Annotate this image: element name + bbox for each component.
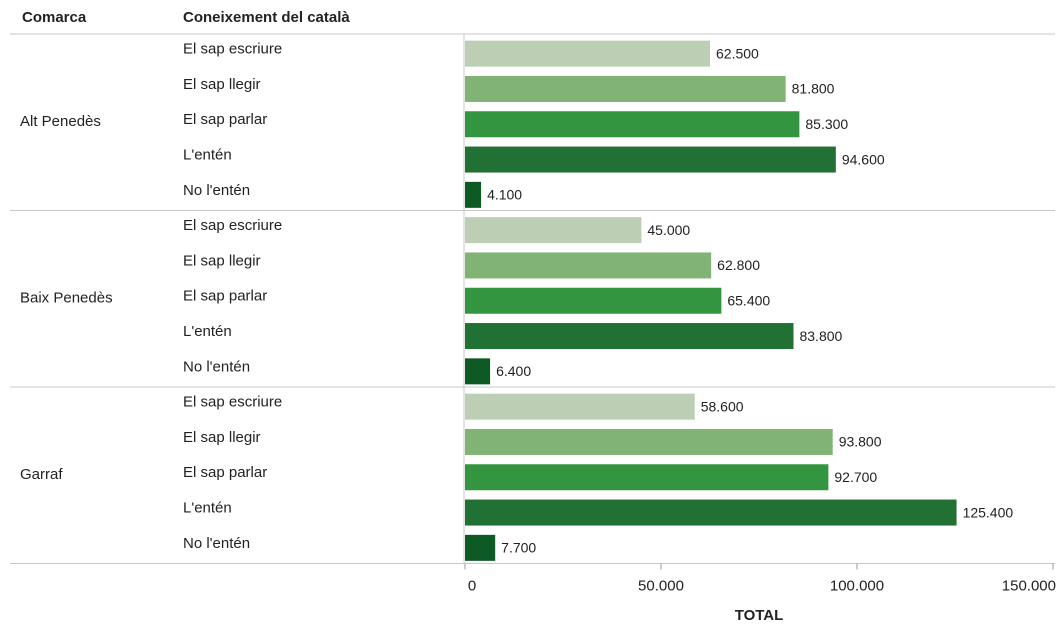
bar: [465, 393, 695, 420]
value-label: 65.400: [727, 292, 770, 308]
x-tick-label: 0: [468, 577, 476, 594]
x-axis-title: TOTAL: [735, 607, 784, 624]
bar: [465, 534, 496, 561]
category-label: El sap llegir: [183, 429, 261, 446]
bar: [465, 217, 642, 244]
value-label: 125.400: [963, 504, 1014, 520]
category-label: No l'entén: [183, 535, 250, 552]
category-label: El sap parlar: [183, 111, 267, 128]
value-label: 85.300: [805, 116, 848, 132]
category-label: El sap escriure: [183, 41, 282, 58]
value-label: 4.100: [487, 187, 522, 203]
value-label: 81.800: [792, 81, 835, 97]
category-label: El sap llegir: [183, 76, 261, 93]
value-label: 92.700: [834, 469, 877, 485]
bar: [465, 252, 712, 279]
bar: [465, 146, 836, 173]
category-label: El sap parlar: [183, 288, 267, 305]
value-label: 6.400: [496, 363, 531, 379]
category-label: L'entén: [183, 147, 232, 164]
category-label: El sap llegir: [183, 252, 261, 269]
category-label: L'entén: [183, 323, 232, 340]
bar: [465, 428, 833, 455]
bar: [465, 323, 794, 350]
x-tick-label: 100.000: [830, 577, 884, 594]
value-label: 58.600: [701, 398, 744, 414]
bar: [465, 111, 800, 138]
category-label: El sap parlar: [183, 464, 267, 481]
category-label: L'entén: [183, 500, 232, 517]
bar: [465, 499, 957, 526]
category-label: El sap escriure: [183, 394, 282, 411]
bar: [465, 75, 786, 102]
value-label: 45.000: [647, 222, 690, 238]
bar: [465, 40, 710, 67]
column-header: Coneixement del català: [183, 9, 350, 26]
x-tick-label: 50.000: [638, 577, 684, 594]
bar: [465, 358, 491, 385]
value-label: 94.600: [842, 151, 885, 167]
category-label: No l'entén: [183, 182, 250, 199]
value-label: 7.700: [501, 540, 536, 556]
group-label: Garraf: [20, 466, 63, 483]
category-label: No l'entén: [183, 358, 250, 375]
value-label: 62.500: [716, 45, 759, 61]
value-label: 62.800: [717, 257, 760, 273]
value-label: 93.800: [839, 434, 882, 450]
group-label: Alt Penedès: [20, 113, 101, 130]
bar: [465, 181, 482, 208]
column-header: Comarca: [22, 9, 87, 26]
group-label: Baix Penedès: [20, 290, 113, 307]
bar: [465, 464, 829, 491]
category-label: El sap escriure: [183, 217, 282, 234]
x-tick-label: 150.000: [1002, 577, 1056, 594]
bar: [465, 287, 722, 314]
value-label: 83.800: [799, 328, 842, 344]
